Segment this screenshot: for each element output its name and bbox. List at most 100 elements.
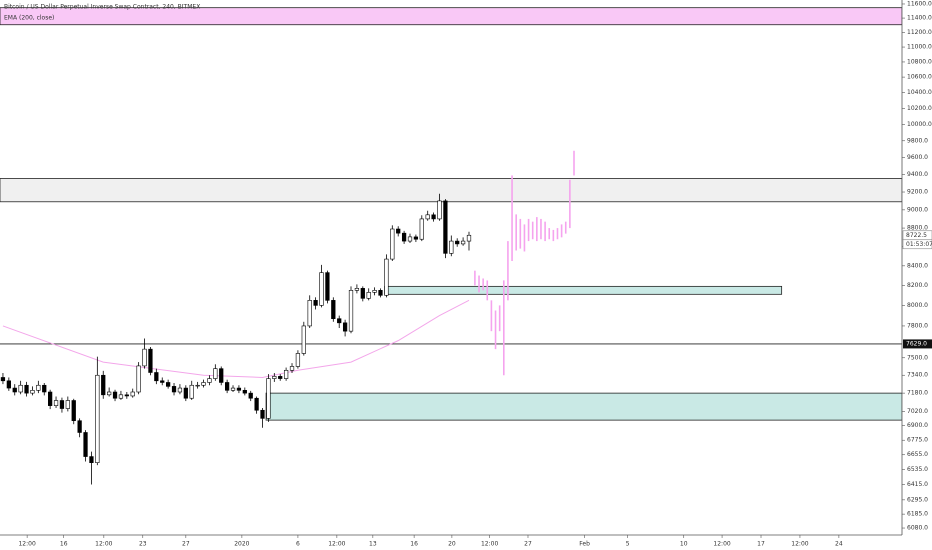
candle-body [53,400,59,406]
hline-price-box [903,339,932,349]
x-tick-label: 12:00 [95,541,112,548]
candle-body [65,400,70,409]
y-tick-label: 11000.0 [907,44,932,51]
candle-body [348,290,354,332]
candle-body [142,348,147,367]
y-tick-label: 9800.0 [907,137,928,144]
candle-body [431,214,436,220]
legend-entry: EMA (200, close) [4,15,54,22]
candle-body [112,391,118,399]
candle-body [136,365,141,393]
candle-body [118,394,124,399]
candle-body [107,391,112,396]
x-tick-label: Feb [579,541,590,548]
candle-body [254,397,259,411]
countdown-label: 01:53:07 [906,241,932,248]
y-tick-label: 11600.0 [907,0,932,7]
candle-body [449,240,454,254]
candle-body [195,384,200,387]
x-tick-label: 23 [139,541,147,548]
y-tick-label: 9400.0 [907,171,928,178]
candle-body [24,384,29,394]
candle-body [289,366,295,371]
candle-body [242,390,247,394]
candle-body [272,376,277,379]
candle-body [59,400,65,409]
y-tick-label: 6775.0 [907,437,928,444]
last-price-label: 8722.5 [906,232,927,239]
candle-body [295,353,301,367]
candle-body [171,386,177,393]
candle-body [378,290,383,296]
candle-body [12,387,17,393]
candle-body [366,292,371,299]
candle-body [201,382,206,386]
y-tick-label: 9000.0 [907,206,928,213]
x-tick-label: 16 [60,541,68,548]
x-tick-label: 12:00 [481,541,498,548]
candle-body [325,272,330,301]
y-tick-label: 10200.0 [907,105,932,112]
candle-body [331,300,336,319]
candle-body [230,387,236,391]
y-tick-label: 7180.0 [907,390,928,397]
candle-body [219,368,224,383]
y-tick-label: 6295.0 [907,496,928,503]
candle-body [189,384,194,399]
candle-body [6,380,11,389]
candle-body [89,456,94,463]
candle-body [207,378,212,383]
candle-body [77,420,82,433]
candle-body [0,377,6,382]
candle-body [36,384,41,391]
candle-body [419,218,424,240]
y-tick-label: 10800.0 [907,58,932,65]
candle-body [372,290,377,293]
y-tick-label: 10400.0 [907,89,932,96]
candle-body [177,387,183,393]
x-tick-label: 12:00 [18,541,35,548]
zone [265,392,903,421]
candle-body [337,318,342,324]
candle-body [148,348,153,373]
candle-body [342,322,348,332]
candle-body [95,374,100,463]
y-tick-label: 6535.0 [907,466,928,473]
x-tick-label: 12:00 [328,541,345,548]
candle-body [319,272,324,306]
candle-body [183,387,188,399]
y-tick-label: 6185.0 [907,511,928,518]
y-tick-label: 6415.0 [907,481,928,488]
candle-body [313,300,318,306]
y-tick-label: 11400.0 [907,15,932,22]
candle-body [154,372,159,382]
y-tick-label: 8800.0 [907,225,928,232]
y-tick-label: 6080.0 [907,525,928,532]
x-tick-label: 20 [448,541,456,548]
time-axis-bg [0,535,932,550]
candle-body [460,240,466,245]
candle-body [42,384,47,393]
price-axis-bg [902,0,932,550]
x-tick-label: 10 [680,541,688,548]
candle-body [283,369,289,379]
candle-body [213,368,218,379]
candle-body [160,380,165,383]
candle-body [307,300,312,327]
y-tick-label: 7340.0 [907,372,928,379]
candle-body [130,391,135,397]
candle-body [437,200,442,220]
candle-body [354,288,360,291]
candle-body [301,325,306,354]
candle-body [466,234,472,242]
candle-body [83,432,88,457]
candle-body [124,394,129,397]
candle-body [407,236,413,242]
candle-body [443,200,448,254]
y-tick-label: 7800.0 [907,322,928,329]
chart-title: Bitcoin / US Dollar Perpetual Inverse Sw… [4,4,200,11]
candle-body [278,376,283,379]
y-tick-label: 11200.0 [907,29,932,36]
zone [0,178,903,203]
